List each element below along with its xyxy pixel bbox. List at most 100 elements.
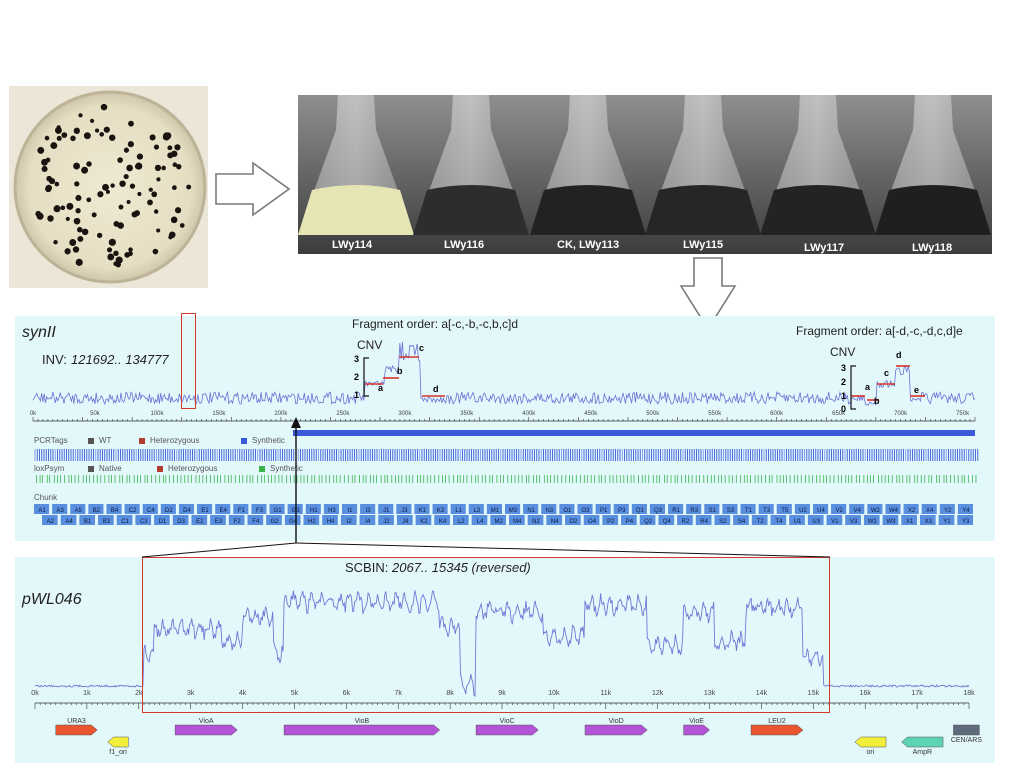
feature-label: VioE	[689, 718, 704, 725]
colony	[151, 191, 158, 198]
colony	[47, 215, 54, 222]
legend-swatch	[88, 466, 94, 472]
pWL046-plasmid-panel: 0k 1k 2k 3k 4k 5k 6k 7k 8k 9k 10k 11k 12k 13k 14k 15k 16…	[15, 557, 995, 763]
synII-title: synII	[22, 324, 56, 341]
colony	[128, 120, 134, 127]
chunk-label: B3	[103, 519, 111, 525]
axis-tick-label: 50k	[90, 411, 101, 417]
chunk-block	[770, 515, 787, 525]
chunk-label: C4	[147, 508, 155, 514]
right-arrow-icon	[215, 161, 291, 217]
chunk-label: G4	[289, 519, 298, 525]
pcrtags-title: PCRTags	[34, 436, 68, 445]
feature-label: URA3	[67, 718, 86, 725]
chunk-label: J3	[401, 508, 408, 514]
chunk-block	[921, 504, 937, 514]
chunk-label: X1	[906, 519, 914, 525]
chunk-block	[471, 515, 488, 525]
chunk-label: L3	[473, 508, 480, 514]
colony	[109, 134, 116, 141]
chunk-label: H4	[327, 519, 335, 525]
chunk-block	[305, 504, 321, 514]
chunk-block	[247, 515, 264, 525]
colony	[70, 135, 76, 142]
chunk-block	[845, 515, 861, 525]
chunk-block	[452, 515, 469, 525]
colony	[61, 132, 68, 138]
axis-tick-label: 750k	[956, 411, 970, 417]
colony	[147, 199, 153, 206]
axis-tick-label: 6k	[343, 690, 351, 697]
colony	[149, 134, 156, 141]
chunk-block	[631, 504, 647, 514]
chunk-block	[360, 504, 376, 514]
chunk-label: F3	[256, 508, 264, 514]
chunk-block	[541, 504, 557, 514]
axis-tick-label: 300k	[398, 411, 412, 417]
cnv-letter: c	[884, 368, 890, 378]
axis-tick-label: 100k	[150, 411, 164, 417]
axis-tick-label: 18k	[963, 690, 975, 697]
colony	[50, 142, 58, 150]
cnv-tick: 3	[841, 363, 847, 373]
colony	[186, 184, 192, 190]
synII-coverage-trace	[32, 341, 976, 407]
chunk-block	[172, 515, 189, 525]
scbin-highlight-box	[142, 557, 830, 713]
chunk-block	[98, 515, 114, 525]
chunk-label: G3	[292, 508, 301, 514]
axis-tick-label: 16k	[860, 690, 872, 697]
chunk-label: M1	[491, 508, 500, 514]
chunk-label: A1	[38, 508, 46, 514]
chunk-label: Q3	[654, 508, 663, 514]
flask-label: LWy116	[444, 239, 485, 251]
colony	[107, 253, 115, 261]
feature-vioc	[475, 724, 539, 736]
flask-culture	[298, 185, 414, 235]
colony	[127, 141, 134, 148]
colony	[136, 153, 144, 160]
chunk-label: N3	[545, 508, 553, 514]
chunk-block	[191, 515, 208, 525]
colony	[35, 210, 42, 217]
axis-tick-label: 5k	[291, 690, 299, 697]
chunk-block	[863, 515, 880, 525]
chunk-block	[142, 504, 158, 514]
colony	[167, 145, 173, 151]
chunk-label: I3	[366, 508, 372, 514]
colony	[174, 144, 181, 151]
colony	[153, 209, 159, 214]
inversion-label: INV:	[42, 352, 67, 367]
colony	[128, 247, 133, 252]
chunk-label: M3	[509, 508, 518, 514]
chunk-block	[957, 515, 973, 525]
chunk-block	[359, 515, 376, 525]
chunk-label: A5	[75, 508, 83, 514]
chunk-block	[826, 515, 843, 525]
scbin-range: 2067.. 15345 (reversed)	[392, 560, 531, 575]
axis-tick-label: 600k	[770, 411, 784, 417]
chunk-block	[251, 504, 267, 514]
chunk-label: E1	[201, 508, 209, 514]
chunk-label: Q1	[636, 508, 645, 514]
axis-tick-label: 17k	[911, 690, 923, 697]
axis-tick-label: 550k	[708, 411, 722, 417]
cnv-letter: b	[397, 366, 403, 376]
colony	[154, 164, 162, 171]
chunk-label: A3	[57, 508, 65, 514]
chunk-label: V4	[854, 508, 862, 514]
chunk-label: X2	[908, 508, 916, 514]
feature-f1-ori	[107, 736, 129, 748]
colony	[75, 194, 82, 202]
chunk-block	[60, 515, 77, 525]
cnv-tick: 3	[354, 354, 360, 364]
colony	[97, 191, 104, 198]
colony	[91, 212, 97, 218]
colony	[162, 133, 170, 141]
chunk-label: Y3	[962, 519, 970, 525]
feature-label: VioB	[355, 718, 370, 725]
feature-label: CEN/ARS	[951, 737, 982, 744]
colony	[69, 239, 77, 246]
chunk-label: H1	[310, 508, 318, 514]
chunk-title: Chunk	[34, 493, 58, 502]
